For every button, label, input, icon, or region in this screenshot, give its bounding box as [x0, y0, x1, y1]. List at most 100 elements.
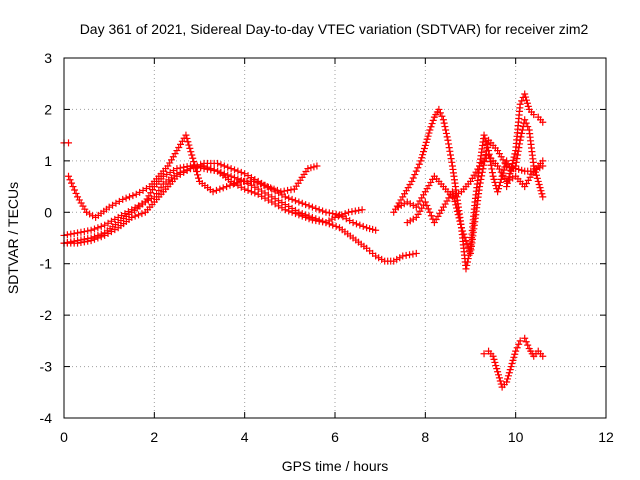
data-point [537, 187, 545, 195]
data-point [74, 229, 82, 237]
data-point [214, 159, 222, 167]
data-point [400, 200, 408, 208]
data-point [227, 165, 235, 173]
data-point [443, 133, 451, 141]
data-point [481, 154, 489, 162]
data-point [68, 179, 76, 187]
data-point [79, 202, 87, 210]
data-point [87, 237, 95, 245]
data-point [119, 195, 127, 203]
data-point [439, 116, 447, 124]
data-point [409, 250, 417, 258]
data-point [287, 186, 295, 194]
data-point [260, 181, 268, 189]
x-tick-label: 4 [241, 429, 249, 445]
data-point [459, 227, 467, 235]
data-point [66, 176, 74, 184]
data-point [90, 225, 98, 233]
data-point [86, 210, 94, 218]
data-point [436, 109, 444, 117]
y-tick-label: 3 [44, 50, 52, 66]
data-point [406, 251, 414, 259]
data-point [77, 239, 85, 246]
data-point [539, 118, 547, 126]
data-point [251, 189, 259, 197]
data-point [516, 337, 524, 345]
data-point [462, 237, 470, 245]
data-point [403, 198, 411, 206]
data-point [418, 194, 426, 202]
data-point [210, 166, 218, 174]
data-point [81, 205, 89, 213]
data-point [439, 203, 447, 211]
data-point [518, 97, 526, 105]
data-point [441, 123, 449, 131]
data-point [372, 226, 380, 234]
data-point [313, 162, 321, 170]
y-tick-label: 1 [44, 153, 52, 169]
data-point [65, 139, 73, 147]
data-point [75, 196, 83, 204]
data-point [390, 257, 398, 265]
data-point [197, 163, 205, 171]
data-point [536, 184, 544, 192]
data-point [533, 174, 541, 182]
data-point [84, 227, 92, 235]
data-point [402, 251, 410, 259]
data-point [80, 228, 88, 236]
data-point [412, 249, 420, 257]
data-point [147, 195, 155, 203]
data-point [512, 165, 520, 173]
data-point [84, 237, 92, 245]
y-axis-label: SDTVAR / TECUs [5, 182, 21, 294]
data-point [288, 195, 296, 203]
y-tick-label: -4 [40, 410, 53, 426]
data-point [421, 188, 429, 196]
data-point [423, 201, 431, 209]
series-trace-c [65, 131, 321, 221]
data-point [203, 163, 211, 171]
data-point [409, 215, 417, 223]
data-point [241, 185, 249, 193]
y-tick-label: -1 [40, 256, 53, 272]
data-point [280, 187, 288, 195]
data-point [480, 131, 488, 139]
data-point [147, 189, 155, 197]
data-point [94, 234, 102, 242]
data-point [237, 168, 245, 176]
data-point [302, 213, 310, 221]
data-point [291, 197, 299, 205]
data-point [524, 176, 532, 184]
data-point [488, 169, 496, 177]
data-point [291, 210, 299, 218]
data-point [315, 217, 323, 225]
data-point [453, 207, 461, 215]
data-point [457, 220, 465, 228]
data-point [409, 174, 417, 182]
data-point [263, 183, 271, 191]
data-point [446, 151, 454, 159]
data-point [497, 175, 505, 183]
data-point [420, 148, 428, 156]
data-point [441, 200, 449, 208]
data-point [539, 352, 547, 360]
data-point [190, 158, 198, 166]
data-point [424, 132, 432, 140]
data-point [504, 176, 512, 184]
data-point [539, 162, 547, 170]
data-point [332, 222, 340, 230]
data-point [507, 363, 515, 371]
data-point [448, 158, 456, 166]
data-point [247, 188, 255, 196]
data-point [523, 179, 531, 187]
data-point [530, 111, 538, 119]
data-point [358, 206, 366, 214]
data-point [535, 181, 543, 189]
data-point [328, 215, 336, 223]
y-tick-label: -2 [40, 307, 53, 323]
data-point [417, 157, 425, 165]
x-tick-label: 12 [598, 429, 614, 445]
series-trace-j [480, 334, 547, 391]
data-point [457, 224, 465, 232]
data-point [404, 184, 412, 192]
